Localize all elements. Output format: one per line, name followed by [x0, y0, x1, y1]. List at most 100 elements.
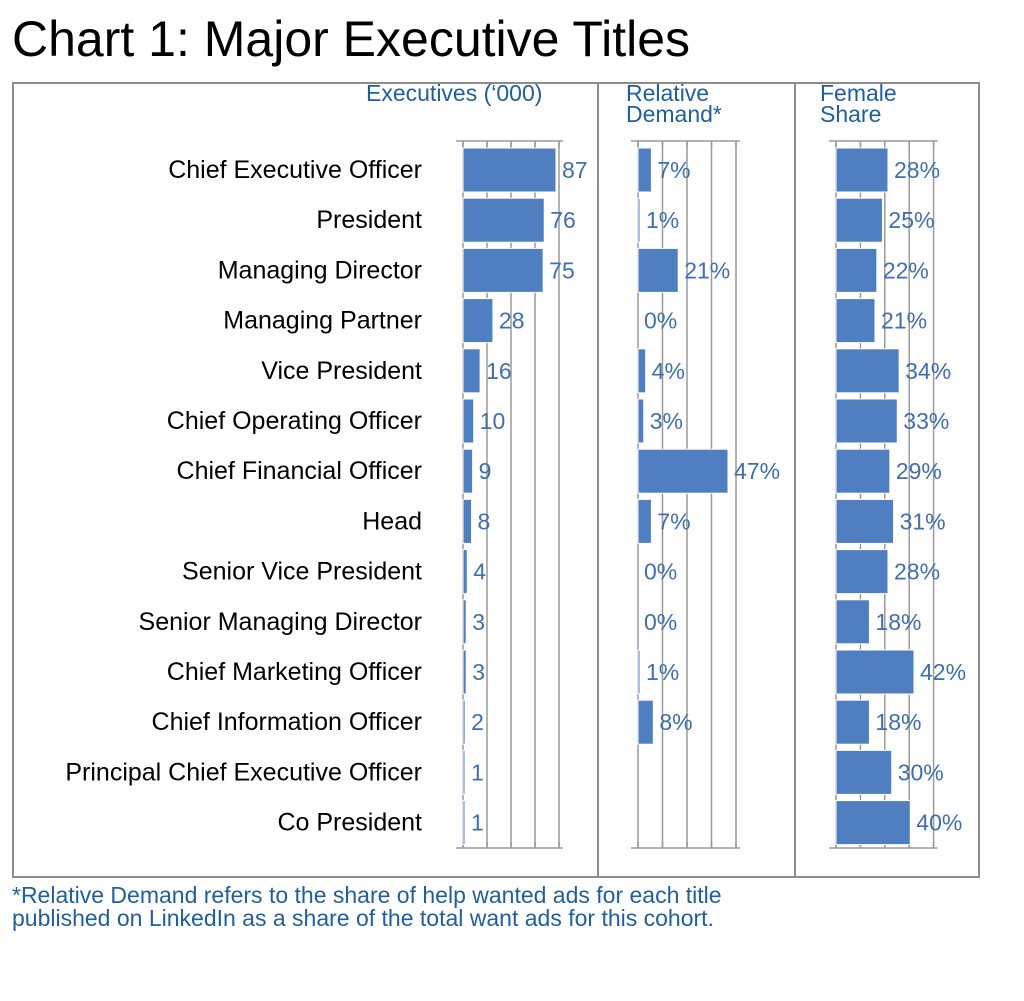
- value-label-female-share: 25%: [888, 207, 934, 233]
- category-label: President: [316, 206, 422, 234]
- value-label-relative-demand: 47%: [734, 458, 780, 484]
- panel-header-female-share: Female: [820, 80, 897, 106]
- bar-relative-demand: [637, 247, 679, 293]
- bar-female-share: [835, 448, 891, 494]
- value-label-executives: 3: [472, 609, 485, 635]
- value-label-relative-demand: 4%: [652, 358, 685, 384]
- panel-header-relative-demand: Relative: [626, 80, 709, 106]
- bar-female-share: [835, 398, 898, 444]
- category-label: Chief Executive Officer: [168, 156, 422, 184]
- value-label-female-share: 18%: [875, 709, 921, 735]
- value-label-female-share: 22%: [883, 257, 929, 283]
- bar-relative-demand: [637, 699, 654, 745]
- value-label-executives: 3: [472, 659, 485, 685]
- panel-header-relative-demand: Demand*: [626, 101, 722, 127]
- value-label-female-share: 29%: [896, 458, 942, 484]
- bar-executives: [462, 498, 473, 544]
- footnote: *Relative Demand refers to the share of …: [12, 884, 1012, 930]
- value-label-executives: 28: [499, 308, 525, 334]
- bar-female-share: [835, 699, 870, 745]
- bar-female-share: [835, 498, 895, 544]
- value-label-executives: 9: [479, 458, 492, 484]
- category-label: Co President: [277, 809, 422, 837]
- value-label-female-share: 28%: [894, 157, 940, 183]
- category-label: Chief Operating Officer: [167, 407, 422, 435]
- value-label-relative-demand: 1%: [646, 207, 679, 233]
- value-label-female-share: 42%: [920, 659, 966, 685]
- value-label-executives: 8: [478, 508, 491, 534]
- panel-header-female-share: Share: [820, 101, 881, 127]
- bar-female-share: [835, 549, 889, 595]
- bar-relative-demand: [637, 498, 652, 544]
- bar-executives: [462, 800, 466, 846]
- bar-female-share: [835, 348, 900, 394]
- value-label-relative-demand: 3%: [650, 408, 683, 434]
- value-label-executives: 4: [473, 559, 486, 585]
- chart-frame: [12, 82, 980, 878]
- bar-female-share: [835, 147, 889, 193]
- category-label: Head: [362, 507, 422, 535]
- bar-female-share: [835, 749, 893, 795]
- value-label-female-share: 18%: [875, 609, 921, 635]
- value-label-relative-demand: 0%: [644, 308, 677, 334]
- bar-executives: [462, 197, 545, 243]
- value-label-executives: 1: [471, 759, 484, 785]
- chart-title: Chart 1: Major Executive Titles: [12, 11, 691, 67]
- value-label-executives: 1: [471, 810, 484, 836]
- category-label: Chief Marketing Officer: [167, 658, 422, 686]
- value-label-executives: 87: [562, 157, 588, 183]
- bar-executives: [462, 298, 494, 344]
- bar-executives: [462, 448, 474, 494]
- value-label-relative-demand: 8%: [659, 709, 692, 735]
- value-label-executives: 75: [549, 257, 575, 283]
- bar-executives: [462, 398, 475, 444]
- bar-relative-demand: [637, 197, 641, 243]
- category-label: Chief Financial Officer: [177, 457, 422, 485]
- category-label: Managing Partner: [223, 307, 422, 335]
- value-label-relative-demand: 1%: [646, 659, 679, 685]
- value-label-executives: 16: [486, 358, 512, 384]
- value-label-executives: 2: [471, 709, 484, 735]
- value-label-female-share: 31%: [900, 508, 946, 534]
- bar-executives: [462, 599, 467, 645]
- value-label-executives: 10: [480, 408, 506, 434]
- bar-executives: [462, 247, 544, 293]
- value-label-female-share: 34%: [905, 358, 951, 384]
- value-label-relative-demand: 0%: [644, 559, 677, 585]
- bar-executives: [462, 549, 468, 595]
- bar-female-share: [835, 197, 883, 243]
- bar-female-share: [835, 298, 876, 344]
- value-label-relative-demand: 0%: [644, 609, 677, 635]
- category-label: Managing Director: [218, 256, 422, 284]
- value-label-female-share: 30%: [898, 759, 944, 785]
- bar-female-share: [835, 800, 911, 846]
- category-label: Principal Chief Executive Officer: [65, 758, 422, 786]
- value-label-relative-demand: 7%: [657, 157, 690, 183]
- bar-relative-demand: [637, 649, 641, 695]
- bar-executives: [462, 699, 466, 745]
- value-label-relative-demand: 7%: [657, 508, 690, 534]
- footnote-line-2: published on LinkedIn as a share of the …: [12, 905, 714, 931]
- panel-header-executives: Executives (‘000): [366, 80, 542, 106]
- category-label: Senior Managing Director: [139, 608, 422, 636]
- value-label-female-share: 40%: [916, 810, 962, 836]
- value-label-female-share: 21%: [881, 308, 927, 334]
- bar-executives: [462, 649, 467, 695]
- value-label-female-share: 28%: [894, 559, 940, 585]
- bar-female-share: [835, 247, 878, 293]
- bar-executives: [462, 348, 481, 394]
- value-label-executives: 76: [550, 207, 576, 233]
- bar-relative-demand: [637, 348, 647, 394]
- bar-relative-demand: [637, 398, 645, 444]
- bar-female-share: [835, 599, 870, 645]
- category-label: Vice President: [261, 357, 422, 385]
- category-label: Chief Information Officer: [152, 708, 422, 736]
- bar-relative-demand: [637, 448, 729, 494]
- value-label-female-share: 33%: [903, 408, 949, 434]
- value-label-relative-demand: 21%: [684, 257, 730, 283]
- bar-executives: [462, 147, 557, 193]
- bar-relative-demand: [637, 147, 652, 193]
- bar-female-share: [835, 649, 915, 695]
- category-label: Senior Vice President: [182, 558, 422, 586]
